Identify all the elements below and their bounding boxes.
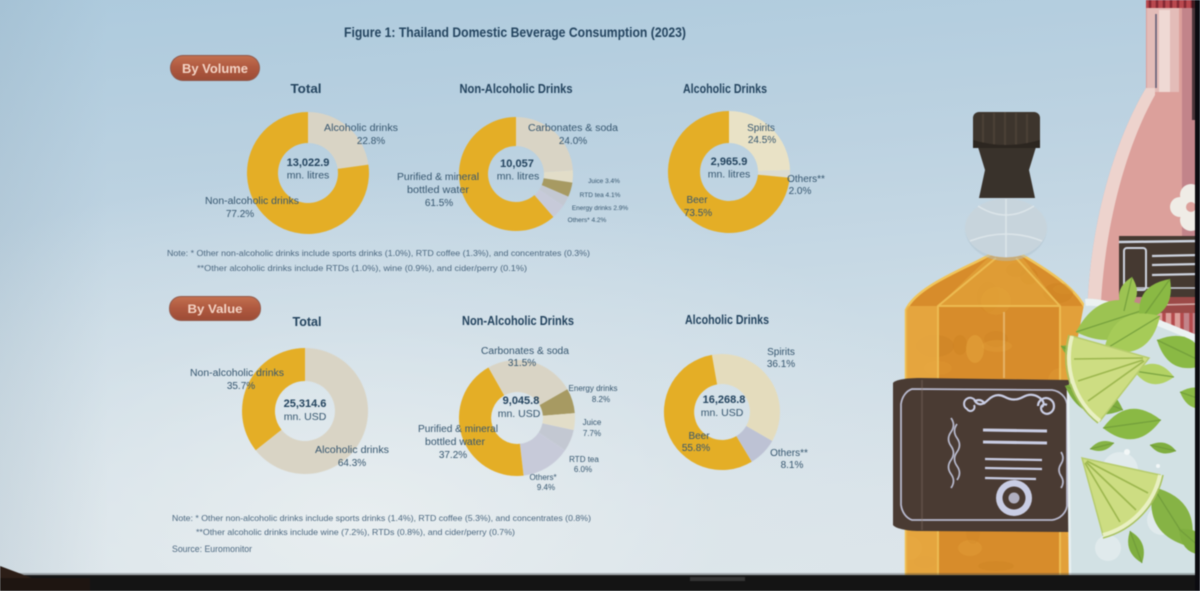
- svg-text:mn. USD: mn. USD: [498, 408, 541, 420]
- svg-text:9,045.8: 9,045.8: [503, 395, 540, 407]
- svg-text:Spirits: Spirits: [747, 123, 775, 134]
- svg-text:Non-alcoholic drinks: Non-alcoholic drinks: [190, 368, 284, 379]
- svg-text:**Other alcoholic drinks inclu: **Other alcoholic drinks include RTDs (1…: [197, 263, 527, 273]
- svg-text:RTD tea 4.1%: RTD tea 4.1%: [580, 192, 621, 199]
- svg-text:RTD tea: RTD tea: [569, 455, 599, 464]
- svg-text:10,057: 10,057: [500, 158, 534, 170]
- svg-text:mn. USD: mn. USD: [701, 407, 744, 419]
- svg-text:Alcoholic Drinks: Alcoholic Drinks: [683, 82, 767, 96]
- svg-text:2.0%: 2.0%: [789, 186, 812, 197]
- svg-text:Total: Total: [291, 82, 322, 96]
- svg-text:13,022.9: 13,022.9: [287, 157, 330, 169]
- svg-text:Note: * Other non-alcoholic d: Note: * Other non-alcoholic drinks inclu…: [167, 248, 590, 258]
- svg-text:Juice 3.4%: Juice 3.4%: [588, 178, 620, 185]
- svg-text:Non-Alcoholic Drinks: Non-Alcoholic Drinks: [462, 314, 574, 328]
- svg-text:55.8%: 55.8%: [682, 443, 710, 454]
- svg-text:2,965.9: 2,965.9: [711, 156, 748, 168]
- svg-text:Carbonates & soda: Carbonates & soda: [528, 123, 618, 134]
- svg-text:Non-alcoholic drinks: Non-alcoholic drinks: [205, 196, 299, 207]
- svg-text:24.5%: 24.5%: [748, 135, 776, 146]
- svg-text:Energy drinks 2.9%: Energy drinks 2.9%: [572, 205, 629, 212]
- svg-text:Others*: Others*: [529, 473, 556, 482]
- svg-text:mn. litres: mn. litres: [287, 170, 330, 182]
- svg-text:9.4%: 9.4%: [537, 483, 555, 492]
- svg-text:Energy drinks: Energy drinks: [569, 384, 618, 393]
- svg-text:Figure 1: Thailand Domestic Be: Figure 1: Thailand Domestic Beverage Con…: [344, 25, 686, 40]
- svg-text:Note: * Other non-alcoholic d: Note: * Other non-alcoholic drinks inclu…: [172, 513, 591, 523]
- svg-text:mn. litres: mn. litres: [497, 171, 540, 183]
- svg-text:Purified & mineral: Purified & mineral: [397, 172, 479, 183]
- svg-text:22.8%: 22.8%: [357, 136, 385, 147]
- svg-text:Alcoholic Drinks: Alcoholic Drinks: [685, 313, 769, 327]
- svg-text:37.2%: 37.2%: [439, 450, 467, 461]
- svg-text:Carbonates & soda: Carbonates & soda: [481, 346, 569, 357]
- svg-text:Alcoholic drinks: Alcoholic drinks: [315, 445, 389, 456]
- svg-text:Others* 4.2%: Others* 4.2%: [568, 217, 607, 224]
- svg-text:bottled water: bottled water: [425, 437, 486, 448]
- svg-text:25,314.6: 25,314.6: [284, 398, 327, 410]
- svg-text:mn. USD: mn. USD: [284, 411, 327, 423]
- svg-text:Beer: Beer: [686, 195, 708, 206]
- svg-text:35.7%: 35.7%: [227, 381, 255, 392]
- svg-text:73.5%: 73.5%: [684, 208, 712, 219]
- svg-text:Source: Euromonitor: Source: Euromonitor: [172, 544, 252, 554]
- svg-text:Alcoholic drinks: Alcoholic drinks: [324, 123, 398, 134]
- svg-text:6.0%: 6.0%: [574, 465, 592, 474]
- svg-text:24.0%: 24.0%: [559, 136, 587, 147]
- svg-text:Non-Alcoholic Drinks: Non-Alcoholic Drinks: [460, 82, 573, 96]
- svg-text:16,268.8: 16,268.8: [703, 394, 746, 406]
- svg-text:By Volume: By Volume: [182, 62, 248, 76]
- svg-text:64.3%: 64.3%: [338, 458, 366, 469]
- svg-text:7.7%: 7.7%: [583, 429, 601, 438]
- svg-text:Others**: Others**: [770, 448, 808, 459]
- svg-text:31.5%: 31.5%: [508, 358, 536, 369]
- svg-text:36.1%: 36.1%: [767, 359, 795, 370]
- svg-text:Total: Total: [293, 315, 322, 329]
- svg-text:8.2%: 8.2%: [592, 395, 610, 404]
- svg-text:Beer: Beer: [688, 431, 710, 442]
- svg-text:mn. litres: mn. litres: [708, 169, 751, 181]
- svg-text:61.5%: 61.5%: [425, 198, 453, 209]
- svg-text:**Other alcoholic drinks inclu: **Other alcoholic drinks include wine (7…: [196, 527, 515, 537]
- svg-text:bottled water: bottled water: [407, 185, 470, 196]
- svg-text:Others**: Others**: [787, 174, 825, 185]
- svg-text:By Value: By Value: [188, 302, 243, 316]
- svg-text:77.2%: 77.2%: [226, 209, 254, 220]
- svg-text:Purified & mineral: Purified & mineral: [418, 424, 498, 435]
- svg-text:Spirits: Spirits: [767, 347, 795, 358]
- svg-text:Juice: Juice: [583, 418, 602, 427]
- svg-text:8.1%: 8.1%: [781, 460, 804, 471]
